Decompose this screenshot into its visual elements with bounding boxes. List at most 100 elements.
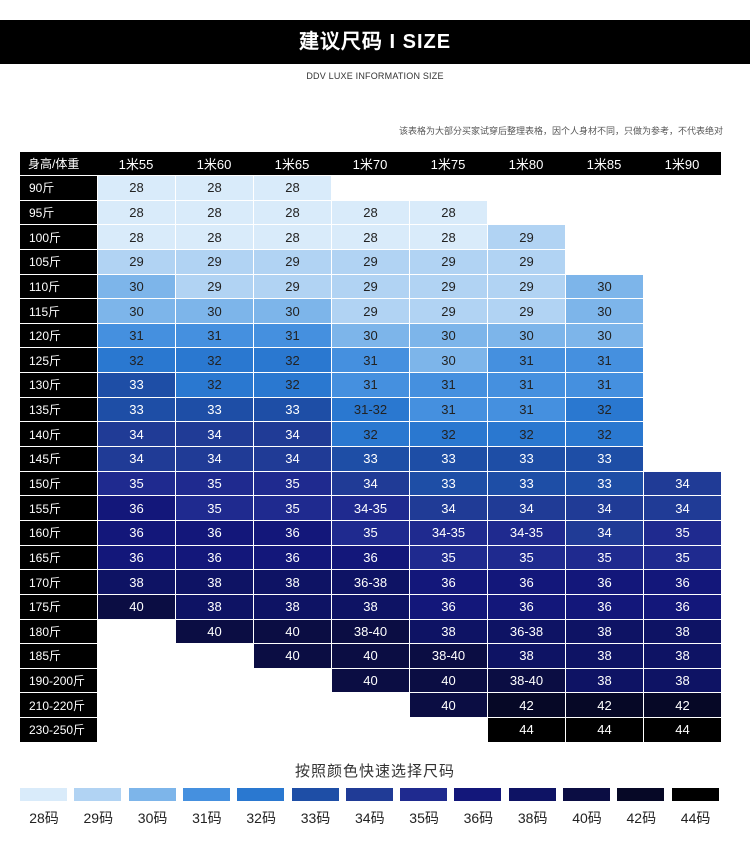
row-label: 230-250斤 bbox=[20, 717, 97, 742]
size-cell: 34-35 bbox=[409, 519, 487, 545]
size-cell: 40 bbox=[253, 618, 331, 644]
row-label: 90斤 bbox=[20, 175, 97, 200]
legend-label: 28码 bbox=[29, 810, 59, 826]
size-cell: 32 bbox=[253, 347, 331, 373]
size-cell: 28 bbox=[409, 224, 487, 249]
size-cell: 31 bbox=[331, 347, 409, 373]
size-cell: 44 bbox=[643, 717, 721, 742]
size-cell: 38 bbox=[643, 643, 721, 668]
size-cell: 28 bbox=[175, 224, 253, 249]
size-cell: 29 bbox=[409, 248, 487, 274]
row-label: 190-200斤 bbox=[20, 667, 97, 693]
size-cell: 38 bbox=[175, 569, 253, 594]
legend-swatch bbox=[563, 788, 610, 801]
size-cell: 34-35 bbox=[331, 495, 409, 520]
empty-cell bbox=[565, 248, 643, 274]
size-cell: 29 bbox=[409, 298, 487, 323]
size-cell: 29 bbox=[487, 298, 565, 323]
legend-swatch bbox=[128, 788, 176, 801]
size-table: 身高/体重 1米55 1米60 1米65 1米70 1米75 1米80 1米85 1米90 90斤… bbox=[20, 152, 723, 744]
size-cell: 35 bbox=[253, 495, 331, 520]
empty-cell bbox=[643, 298, 721, 323]
size-cell: 38 bbox=[643, 667, 721, 693]
empty-cell bbox=[565, 175, 643, 200]
column-header: 1米60 bbox=[175, 152, 253, 175]
legend-swatch bbox=[671, 788, 719, 801]
row-label: 180斤 bbox=[20, 618, 97, 644]
size-cell: 34 bbox=[175, 421, 253, 447]
size-cell: 31-32 bbox=[331, 396, 409, 422]
row-label: 185斤 bbox=[20, 643, 97, 668]
size-cell: 33 bbox=[409, 470, 487, 496]
size-cell: 33 bbox=[565, 446, 643, 471]
empty-cell bbox=[487, 199, 565, 225]
size-cell: 28 bbox=[175, 199, 253, 225]
legend-swatch bbox=[20, 788, 67, 801]
size-cell: 38 bbox=[97, 569, 175, 594]
size-cell: 28 bbox=[409, 199, 487, 225]
size-cell: 35 bbox=[253, 470, 331, 496]
row-label: 135斤 bbox=[20, 396, 97, 422]
empty-cell bbox=[487, 175, 565, 200]
size-cell: 35 bbox=[487, 544, 565, 570]
size-cell: 31 bbox=[565, 372, 643, 397]
empty-cell bbox=[331, 717, 409, 742]
size-cell: 36 bbox=[565, 593, 643, 619]
size-cell: 30 bbox=[253, 298, 331, 323]
empty-cell bbox=[97, 717, 175, 742]
empty-cell bbox=[643, 199, 721, 225]
size-cell: 30 bbox=[565, 273, 643, 299]
size-cell: 28 bbox=[97, 199, 175, 225]
size-cell: 33 bbox=[331, 446, 409, 471]
size-cell: 30 bbox=[97, 298, 175, 323]
size-cell: 35 bbox=[175, 470, 253, 496]
size-cell: 36 bbox=[97, 519, 175, 545]
size-cell: 40 bbox=[331, 643, 409, 668]
size-cell: 38 bbox=[643, 618, 721, 644]
size-cell: 33 bbox=[97, 396, 175, 422]
size-cell: 34 bbox=[409, 495, 487, 520]
size-cell: 36 bbox=[97, 544, 175, 570]
row-label: 160斤 bbox=[20, 519, 97, 545]
size-cell: 28 bbox=[97, 175, 175, 200]
size-cell: 36 bbox=[331, 544, 409, 570]
empty-cell bbox=[253, 667, 331, 693]
legend-label: 31码 bbox=[192, 810, 222, 826]
size-cell: 34 bbox=[97, 446, 175, 471]
empty-cell bbox=[643, 248, 721, 274]
size-cell: 31 bbox=[487, 396, 565, 422]
size-cell: 31 bbox=[565, 347, 643, 373]
size-cell: 35 bbox=[331, 519, 409, 545]
size-cell: 38 bbox=[487, 643, 565, 668]
size-cell: 38 bbox=[565, 643, 643, 668]
size-cell: 36 bbox=[487, 569, 565, 594]
size-cell: 31 bbox=[175, 322, 253, 348]
empty-cell bbox=[97, 618, 175, 644]
legend-label: 29码 bbox=[83, 810, 114, 826]
size-cell: 34 bbox=[643, 470, 721, 496]
size-cell: 29 bbox=[487, 248, 565, 274]
legend-label: 42码 bbox=[626, 810, 657, 826]
legend-label: 38码 bbox=[517, 810, 548, 826]
row-label: 145斤 bbox=[20, 446, 97, 471]
page-title: 建议尺码 I SIZE bbox=[298, 31, 452, 53]
size-cell: 33 bbox=[565, 470, 643, 496]
size-cell: 36 bbox=[97, 495, 175, 520]
column-header: 1米80 bbox=[487, 152, 565, 175]
size-cell: 35 bbox=[97, 470, 175, 496]
size-cell: 36 bbox=[253, 519, 331, 545]
size-cell: 32 bbox=[175, 347, 253, 373]
size-cell: 44 bbox=[565, 717, 643, 742]
empty-cell bbox=[175, 667, 253, 693]
empty-cell bbox=[643, 273, 721, 299]
empty-cell bbox=[643, 372, 721, 397]
size-cell: 40 bbox=[409, 692, 487, 718]
legend-swatch bbox=[345, 788, 393, 801]
empty-cell bbox=[253, 692, 331, 718]
size-cell: 30 bbox=[409, 347, 487, 373]
size-cell: 29 bbox=[331, 248, 409, 274]
legend-swatch bbox=[291, 788, 339, 801]
size-cell: 31 bbox=[487, 347, 565, 373]
legend-swatch bbox=[617, 788, 665, 801]
empty-cell bbox=[409, 717, 487, 742]
